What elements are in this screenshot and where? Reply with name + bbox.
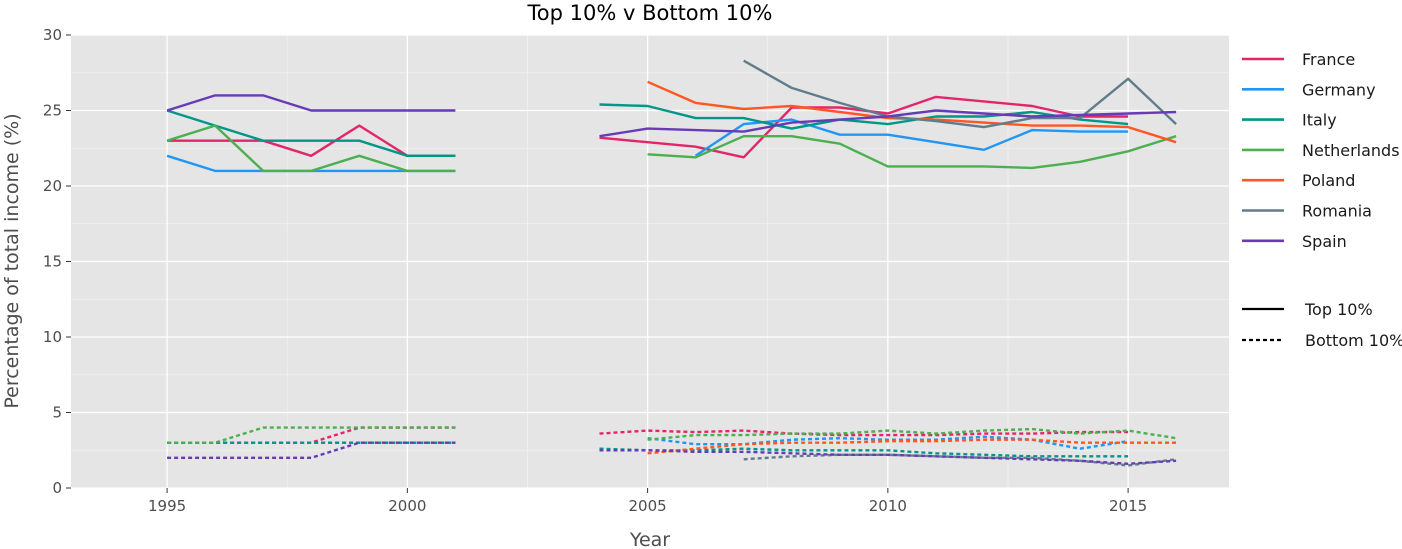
- grid-lines: [71, 34, 1229, 489]
- y-tick-label: 30: [43, 26, 62, 44]
- y-tick-label: 25: [43, 102, 62, 120]
- legend-label: Poland: [1302, 171, 1355, 190]
- x-tick-label: 2010: [869, 497, 907, 515]
- series-line-netherlands-bottom10: [167, 426, 1177, 444]
- legend-label: Netherlands: [1302, 141, 1400, 160]
- x-axis-title: Year: [629, 529, 670, 549]
- legend-label: Romania: [1302, 202, 1372, 221]
- y-axis: 0 5 10 15 20 25 30: [43, 26, 71, 497]
- y-tick-label: 0: [52, 479, 62, 497]
- series-line-spain-top10: [166, 94, 1177, 138]
- legend-linestyle-label: Top 10%: [1304, 300, 1373, 319]
- y-tick-label: 10: [43, 328, 62, 346]
- legend: France Germany Italy Netherlands Poland Roman…: [1242, 50, 1402, 350]
- series-line-netherlands-top10: [166, 124, 1177, 173]
- y-tick-label: 5: [52, 404, 62, 422]
- y-tick-label: 15: [43, 253, 62, 271]
- series-line-spain-bottom10: [167, 441, 1177, 466]
- y-tick-label: 20: [43, 177, 62, 195]
- series-line-romania-top10: [743, 59, 1177, 129]
- x-axis: 1995 2000 2005 2010 2015: [148, 488, 1147, 515]
- x-tick-label: 1995: [148, 497, 186, 515]
- legend-label: Italy: [1302, 111, 1337, 130]
- x-tick-label: 2000: [388, 497, 426, 515]
- legend-label: Germany: [1302, 80, 1376, 99]
- chart-title: Top 10% v Bottom 10%: [527, 1, 773, 25]
- y-axis-title: Percentage of total income (%): [1, 113, 23, 408]
- series-layer: [166, 59, 1177, 467]
- series-line-poland-bottom10: [647, 438, 1177, 455]
- legend-linestyle-label: Bottom 10%: [1305, 331, 1402, 350]
- legend-label: Spain: [1302, 232, 1347, 251]
- x-tick-label: 2005: [629, 497, 667, 515]
- legend-label: France: [1302, 50, 1355, 69]
- series-line-italy-bottom10: [167, 441, 1129, 458]
- x-tick-label: 2015: [1109, 497, 1147, 515]
